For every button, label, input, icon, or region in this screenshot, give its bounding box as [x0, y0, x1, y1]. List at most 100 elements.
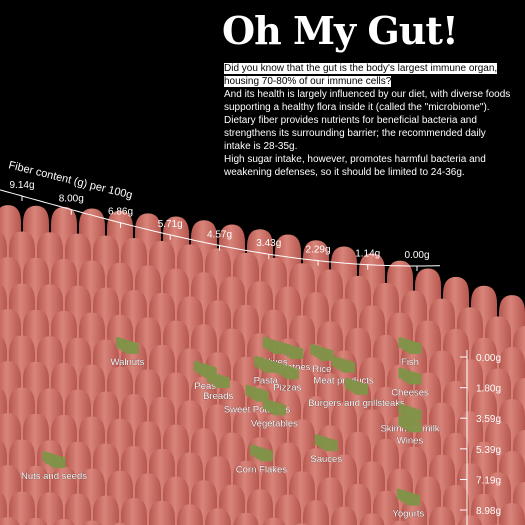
food-icon-leaf [330, 439, 335, 452]
food-point[interactable]: Cheeses [391, 367, 429, 399]
food-icon-leaf [206, 371, 211, 383]
villus-shape [429, 506, 455, 525]
food-icon-leaf [360, 382, 365, 395]
food-icon-leaf [249, 444, 254, 456]
food-icon-leaf [289, 345, 294, 360]
fiber-tick-label: 3.43g [256, 238, 281, 249]
food-icon-leaf [296, 347, 301, 360]
food-icon-leaf [245, 384, 250, 396]
food-point[interactable]: Sweet Potatoes [224, 384, 291, 416]
food-icon-leaf [193, 360, 198, 372]
fiber-tick-label: 5.71g [158, 219, 183, 230]
food-icon-leaf [411, 341, 416, 354]
food-point[interactable]: Corn Flakes [236, 444, 287, 475]
food-icon-leaf [255, 387, 260, 402]
food-point-label: Burgers and grillsteaks [308, 398, 405, 409]
food-point-label: Corn Flakes [236, 464, 287, 475]
food-icon-leaf [209, 372, 214, 385]
food-icon-leaf [135, 343, 140, 354]
food-icon-leaf [411, 371, 416, 385]
food-icon-leaf [286, 344, 291, 358]
food-point[interactable]: Breads [203, 371, 234, 402]
food-icon-leaf [344, 377, 349, 389]
villus-shape [37, 492, 63, 525]
villus-shape [82, 520, 102, 525]
food-icon-leaf [269, 400, 274, 414]
food-point[interactable]: Rice [310, 343, 334, 375]
food-point-label: Nuts and seeds [21, 471, 87, 482]
food-icon-leaf [265, 449, 270, 462]
food-icon-leaf [45, 452, 50, 465]
food-icon-leaf [401, 368, 406, 381]
food-icon-leaf [266, 359, 271, 373]
food-icon-leaf [348, 378, 353, 391]
food-point-label: Vegetables [251, 418, 298, 429]
food-icon-leaf [225, 377, 230, 389]
food-point[interactable]: Pizzas [273, 362, 302, 394]
food-icon-leaf [399, 489, 404, 502]
food-point-label: Sweet Potatoes [224, 405, 291, 416]
food-point-label: Pasta [254, 376, 279, 387]
food-icon-leaf [278, 363, 283, 376]
food-icon-leaf [344, 359, 349, 373]
food-icon-leaf [275, 402, 280, 416]
intro-paragraph-fiber: Dietary fiber provides nutrients for ben… [224, 115, 486, 152]
food-icon-leaf [351, 379, 356, 393]
food-point[interactable]: Burgers and grillsteaks [308, 377, 405, 409]
food-point[interactable]: Fish [398, 337, 422, 368]
food-icon-leaf [398, 367, 403, 379]
food-icon-leaf [216, 374, 221, 389]
food-point-label: Yogurts [392, 509, 424, 520]
villus-shape [471, 493, 497, 525]
sugar-tick-label: 7.19g [476, 476, 501, 487]
food-point[interactable]: Peas [193, 360, 217, 392]
food-icon-leaf [292, 346, 297, 360]
food-icon-leaf [203, 363, 208, 378]
food-icon-leaf [257, 356, 262, 369]
food-icon-leaf [417, 343, 422, 354]
food-icon-leaf [417, 373, 422, 385]
food-icon-leaf [294, 368, 299, 380]
food-icon-leaf [401, 416, 406, 429]
food-icon-leaf [314, 434, 319, 446]
villus-shape [359, 513, 385, 525]
food-point[interactable]: Yogurts [392, 488, 425, 520]
fiber-tick-label: 9.14g [9, 180, 34, 191]
food-icon-leaf [414, 408, 419, 421]
villus-shape [53, 518, 75, 525]
food-icon-leaf [417, 409, 422, 421]
food-icon-leaf [272, 401, 277, 416]
food-icon-leaf [324, 437, 329, 452]
food-point[interactable]: Meat products [313, 355, 374, 387]
food-icon-leaf [42, 451, 47, 463]
sugar-tick-label: 8.98g [476, 506, 501, 517]
food-icon-leaf [122, 339, 127, 352]
food-icon-leaf [414, 420, 419, 433]
food-point[interactable]: Vegetables [251, 398, 298, 429]
villus-shape [233, 512, 259, 525]
food-point[interactable]: Walnuts [110, 337, 145, 368]
sugar-axis-ticks: 0.00g 1.80g 3.59g 5.39g 7.19g 8.98g [460, 353, 501, 517]
food-icon-leaf [131, 342, 136, 354]
food-icon-leaf [299, 348, 304, 360]
food-point[interactable]: Sauces [310, 434, 342, 465]
food-icon-leaf [319, 346, 324, 361]
villus-shape [303, 500, 329, 525]
food-point[interactable]: Nuts and seeds [21, 451, 87, 482]
food-icon-leaf [269, 450, 274, 462]
food-icon-leaf [408, 340, 412, 354]
food-icon-leaf [327, 438, 332, 452]
food-icon-leaf [406, 491, 411, 506]
food-icon-leaf [291, 367, 296, 380]
fiber-tick-label: 0.00g [404, 250, 429, 261]
intro-paragraph-sugar: High sugar intake, however, promotes har… [224, 154, 486, 178]
fiber-tick-label: 1.14g [355, 249, 380, 260]
intro-text: Did you know that the gut is the body's … [224, 62, 514, 179]
food-point-label: Peas [194, 381, 216, 392]
food-icon-leaf [58, 456, 63, 469]
food-icon-leaf [278, 403, 283, 416]
food-icon-leaf [119, 338, 124, 350]
food-point[interactable]: Wines [397, 415, 424, 447]
food-icon-leaf [125, 340, 130, 354]
food-point-label: Rice [312, 364, 331, 375]
